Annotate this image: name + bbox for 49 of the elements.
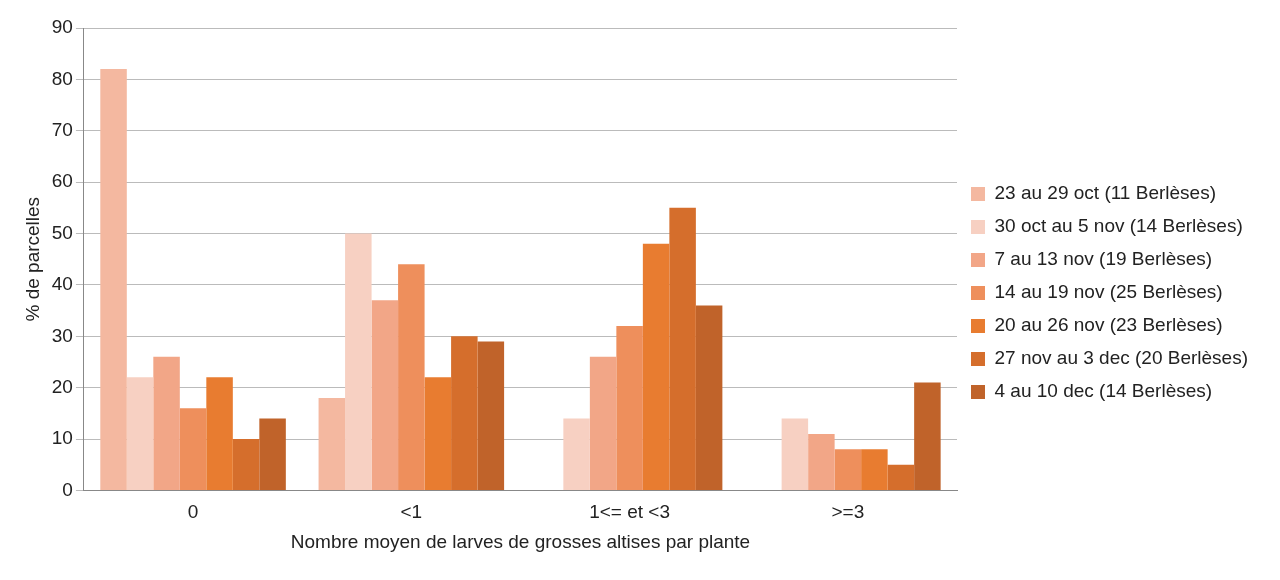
bar [616,325,643,490]
bar [318,397,346,490]
bar [398,264,425,490]
bar [206,377,233,490]
bar [887,464,915,490]
bar [451,336,478,490]
y-tick-label: 60 [51,170,73,192]
bar [563,418,590,490]
x-tick-label: <1 [400,501,423,523]
bar [345,233,372,490]
legend-label: 23 au 29 oct (11 Berlèses) [994,182,1216,204]
y-tick-label: 30 [51,324,73,346]
bar [642,243,670,490]
x-axis-title: Nombre moyen de larves de grosses altises par plante [290,530,751,552]
y-tick-label: 70 [51,118,73,140]
bar [179,408,207,490]
y-tick-label: 80 [51,67,73,89]
legend-label: 27 nov au 3 dec (20 Berlèses) [994,347,1249,369]
y-tick-label: 10 [51,427,73,449]
bar [126,377,154,490]
y-tick-label: 50 [51,221,73,243]
bar [232,439,260,490]
legend-label: 7 au 13 nov (19 Berlèses) [994,248,1213,270]
bar [834,449,862,490]
bar [259,418,286,490]
bar [371,300,399,490]
legend-label: 4 au 10 dec (14 Berlèses) [994,380,1213,402]
bar [477,341,505,490]
y-tick-label: 20 [51,375,73,397]
y-tick-label: 0 [62,478,73,500]
bar [100,69,127,490]
bar [153,356,180,490]
bar [589,356,617,490]
bar [695,305,723,490]
bar [914,382,941,490]
y-axis-title: % de parcelles [21,196,43,322]
legend-label: 30 oct au 5 nov (14 Berlèses) [994,215,1243,237]
bar [424,377,452,490]
legend-label: 14 au 19 nov (25 Berlèses) [994,281,1223,303]
x-tick-label: >=3 [831,501,865,523]
legend-label: 20 au 26 nov (23 Berlèses) [994,314,1223,336]
y-tick-label: 40 [51,273,73,295]
bar [669,207,696,490]
x-tick-label: 1<= et <3 [589,501,671,523]
x-tick-label: 0 [187,501,199,523]
bar [781,418,809,490]
y-tick-label: 90 [51,16,73,38]
bar [861,449,888,490]
bar [808,433,835,490]
